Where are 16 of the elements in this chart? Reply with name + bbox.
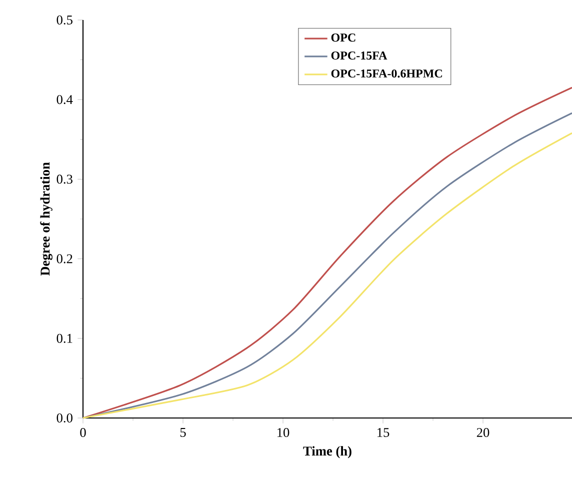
legend-label: OPC-15FA-0.6HPMC — [331, 69, 442, 78]
y-tick-label: 0.4 — [56, 95, 73, 104]
legend-label: OPC-15FA — [331, 52, 388, 60]
y-tick-label: 0.0 — [56, 413, 72, 423]
y-tick-label: 0.5 — [56, 15, 72, 25]
y-tick-label: 0.2 — [56, 254, 72, 264]
x-tick-label: 10 — [278, 428, 290, 438]
y-tick-label: 0.1 — [56, 334, 72, 343]
y-axis-title: Degree of hydration — [40, 162, 52, 276]
x-tick-label: 20 — [476, 428, 490, 438]
x-tick-label: 0 — [80, 428, 86, 438]
x-tick-label: 15 — [378, 428, 390, 437]
x-axis-title: Time (h) — [303, 446, 352, 458]
legend-label: OPC — [331, 34, 356, 42]
x-tick-label: 5 — [180, 428, 186, 437]
y-tick-label: 0.3 — [56, 174, 72, 184]
